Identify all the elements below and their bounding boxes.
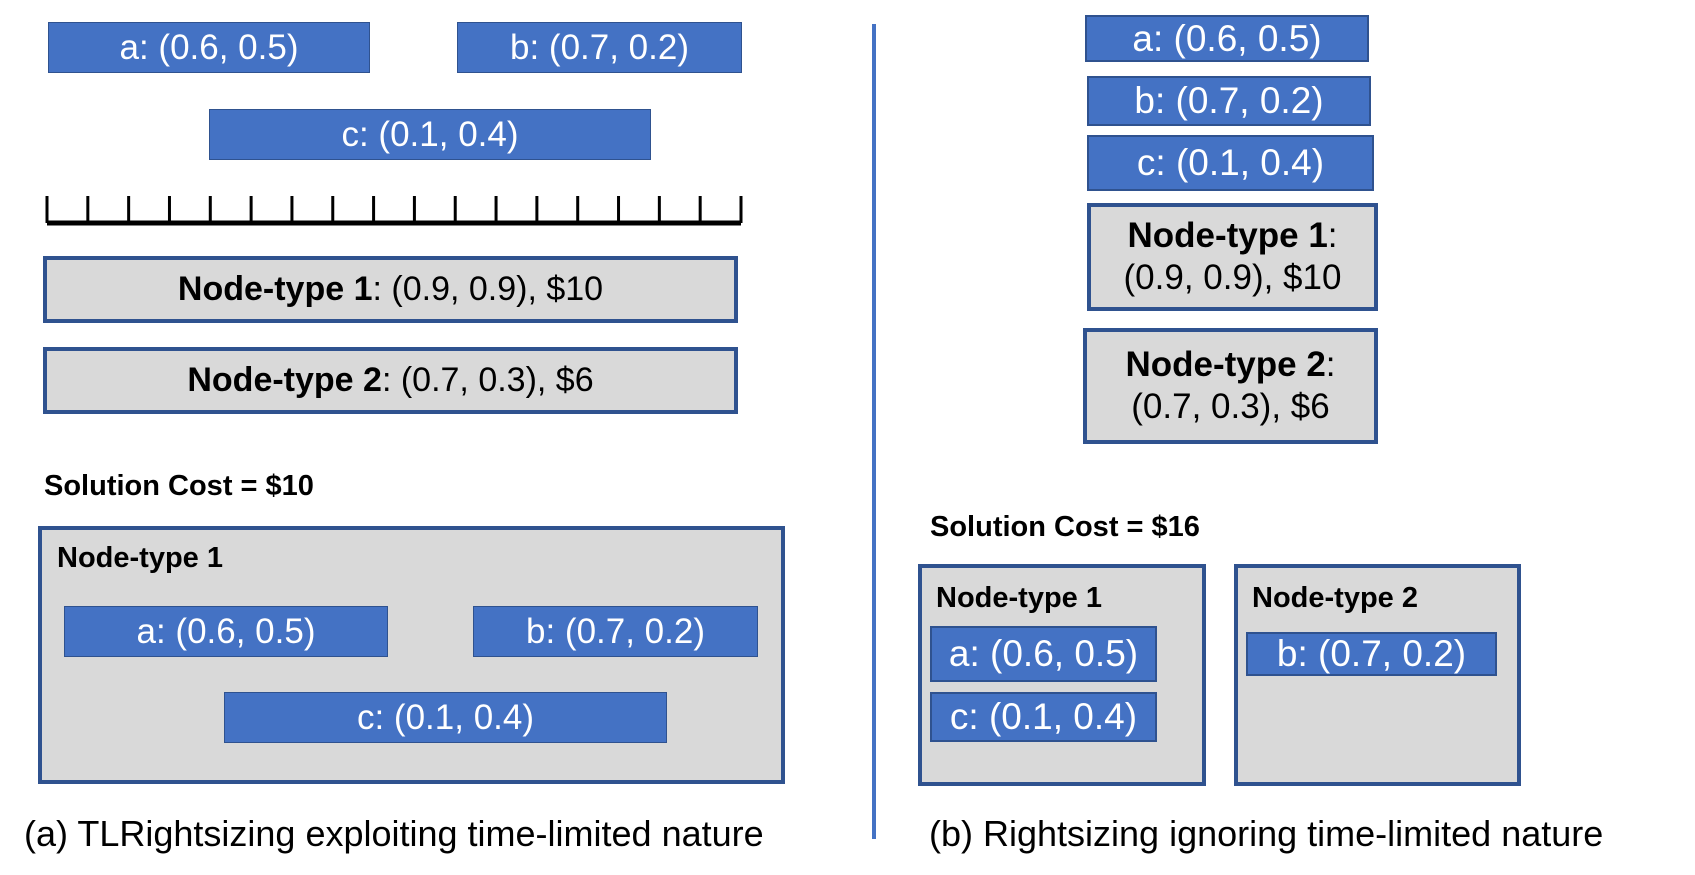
placed-job-c-b: c: (0.1, 0.4) bbox=[930, 692, 1157, 742]
placed-job-b-b: b: (0.7, 0.2) bbox=[1246, 632, 1497, 676]
caption-a: (a) TLRightsizing exploiting time-limite… bbox=[24, 813, 764, 854]
node-type-1-sep-b: : bbox=[1327, 216, 1338, 255]
node-type-2-values: : (0.7, 0.3), $6 bbox=[381, 361, 594, 399]
node-type-1-spec: Node-type 1: (0.9, 0.9), $10 bbox=[43, 256, 738, 323]
solution-node-b1-title: Node-type 1 bbox=[936, 582, 1102, 614]
timeline bbox=[45, 196, 743, 226]
solution-cost-a: Solution Cost = $10 bbox=[44, 470, 314, 502]
job-a-b: a: (0.6, 0.5) bbox=[1085, 15, 1369, 62]
solution-node-b2-title: Node-type 2 bbox=[1252, 582, 1418, 614]
placed-job-a: a: (0.6, 0.5) bbox=[64, 606, 388, 657]
node-type-2-sep-b: : bbox=[1325, 345, 1336, 384]
node-type-2-name-b: Node-type 2 bbox=[1125, 345, 1326, 384]
node-type-2-spec-b: Node-type 2: (0.7, 0.3), $6 bbox=[1083, 328, 1378, 444]
node-type-2-values-b: (0.7, 0.3), $6 bbox=[1131, 387, 1330, 426]
job-b-b: b: (0.7, 0.2) bbox=[1087, 76, 1371, 126]
job-c: c: (0.1, 0.4) bbox=[209, 109, 651, 160]
caption-b: (b) Rightsizing ignoring time-limited na… bbox=[929, 813, 1604, 854]
solution-node-a-title: Node-type 1 bbox=[57, 542, 223, 574]
placed-job-a-b: a: (0.6, 0.5) bbox=[930, 626, 1157, 682]
placed-job-b: b: (0.7, 0.2) bbox=[473, 606, 758, 657]
job-a: a: (0.6, 0.5) bbox=[48, 22, 370, 73]
node-type-1-name: Node-type 1 bbox=[177, 270, 373, 308]
node-type-1-values: : (0.9, 0.9), $10 bbox=[372, 270, 604, 308]
placed-job-c: c: (0.1, 0.4) bbox=[224, 692, 667, 743]
timeline-ticks bbox=[45, 196, 743, 223]
node-type-1-values-b: (0.9, 0.9), $10 bbox=[1123, 258, 1342, 297]
job-b: b: (0.7, 0.2) bbox=[457, 22, 742, 73]
node-type-1-spec-b: Node-type 1: (0.9, 0.9), $10 bbox=[1087, 203, 1378, 311]
node-type-1-name-b: Node-type 1 bbox=[1127, 216, 1328, 255]
job-c-b: c: (0.1, 0.4) bbox=[1087, 135, 1374, 191]
panel-divider bbox=[872, 24, 876, 839]
node-type-2-spec: Node-type 2: (0.7, 0.3), $6 bbox=[43, 347, 738, 414]
solution-cost-b: Solution Cost = $16 bbox=[930, 511, 1200, 543]
node-type-2-name: Node-type 2 bbox=[187, 361, 382, 399]
